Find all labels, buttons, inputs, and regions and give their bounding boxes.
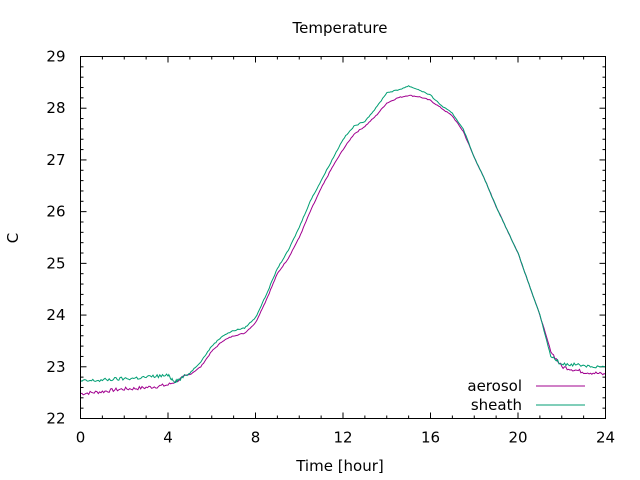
y-tick-label: 23 — [46, 358, 65, 376]
legend-label-aerosol: aerosol — [467, 377, 522, 395]
y-tick-label: 25 — [46, 254, 65, 272]
y-tick-label: 29 — [46, 48, 65, 66]
x-tick-label: 20 — [508, 429, 527, 447]
legend-label-sheath: sheath — [471, 396, 522, 414]
x-axis-label: Time [hour] — [295, 457, 384, 475]
y-tick-label: 24 — [46, 306, 65, 324]
plot-frame — [80, 56, 606, 419]
y-tick-label: 22 — [46, 410, 65, 428]
x-tick-label: 0 — [76, 429, 86, 447]
y-tick-label: 28 — [46, 99, 65, 117]
axis-ticks: 0 4 8 12 16 20 24 22 23 24 25 26 27 28 29 — [46, 48, 615, 447]
x-tick-label: 8 — [251, 429, 261, 447]
y-tick-label: 26 — [46, 203, 65, 221]
series-layer — [80, 85, 606, 396]
x-tick-label: 24 — [596, 429, 615, 447]
y-axis-label: C — [4, 233, 22, 243]
x-tick-label: 4 — [163, 429, 173, 447]
x-tick-label: 16 — [421, 429, 440, 447]
chart-title: Temperature — [291, 19, 387, 37]
x-tick-label: 12 — [333, 429, 352, 447]
series-line-sheath — [80, 85, 606, 383]
y-tick-label: 27 — [46, 151, 65, 169]
